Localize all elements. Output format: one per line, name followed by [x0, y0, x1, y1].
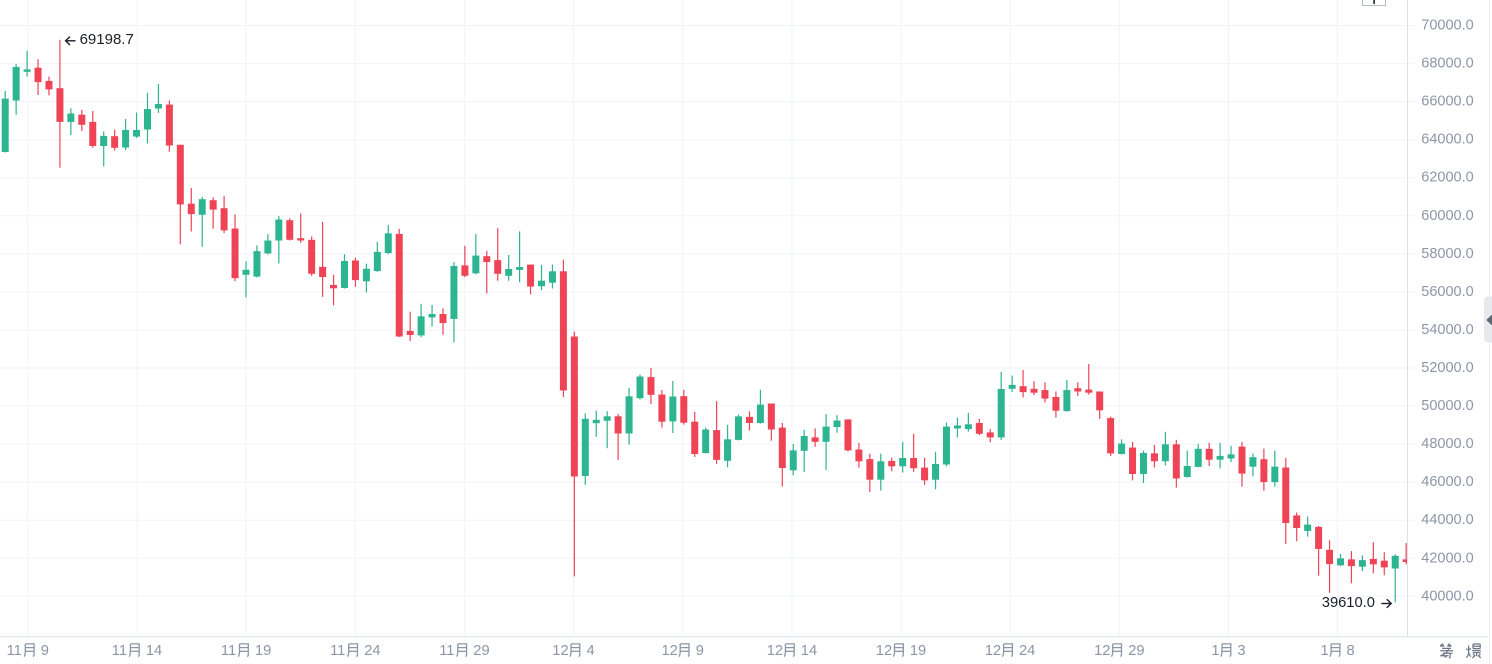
- svg-text:12: 12: [552, 643, 568, 659]
- svg-text:12: 12: [1094, 643, 1110, 659]
- svg-text:29: 29: [473, 643, 489, 659]
- svg-text:39610.0: 39610.0: [1322, 595, 1375, 611]
- svg-text:24: 24: [1019, 643, 1035, 659]
- svg-text:69198.7: 69198.7: [80, 31, 134, 48]
- svg-text:8: 8: [1347, 643, 1355, 659]
- svg-text:19: 19: [910, 643, 926, 659]
- svg-text:64000.0: 64000.0: [1421, 132, 1473, 148]
- svg-text:14: 14: [801, 643, 817, 659]
- svg-text:48000.0: 48000.0: [1421, 436, 1473, 452]
- svg-text:50000.0: 50000.0: [1421, 398, 1473, 414]
- svg-text:11: 11: [221, 643, 236, 659]
- svg-text:11: 11: [439, 643, 454, 659]
- svg-text:29: 29: [1128, 643, 1144, 659]
- svg-text:12: 12: [662, 643, 678, 659]
- svg-text:62000.0: 62000.0: [1421, 170, 1473, 186]
- svg-text:3: 3: [1237, 643, 1245, 659]
- svg-text:54000.0: 54000.0: [1421, 322, 1473, 338]
- svg-text:24: 24: [364, 643, 380, 659]
- svg-text:4: 4: [587, 643, 595, 659]
- svg-text:44000.0: 44000.0: [1421, 512, 1473, 528]
- svg-text:14: 14: [146, 643, 162, 659]
- svg-text:42000.0: 42000.0: [1421, 550, 1473, 566]
- svg-text:12: 12: [767, 643, 783, 659]
- svg-text:19: 19: [255, 643, 271, 659]
- svg-text:1: 1: [1321, 643, 1329, 659]
- svg-text:46000.0: 46000.0: [1421, 474, 1473, 490]
- svg-text:1: 1: [1211, 643, 1219, 659]
- svg-text:52000.0: 52000.0: [1421, 360, 1473, 376]
- svg-text:11: 11: [330, 643, 345, 659]
- svg-text:58000.0: 58000.0: [1421, 246, 1473, 262]
- svg-text:68000.0: 68000.0: [1421, 56, 1473, 72]
- svg-text:60000.0: 60000.0: [1421, 208, 1473, 224]
- svg-text:66000.0: 66000.0: [1421, 94, 1473, 110]
- svg-text:11: 11: [7, 643, 22, 659]
- svg-text:40000.0: 40000.0: [1421, 588, 1473, 604]
- svg-text:70000.0: 70000.0: [1421, 18, 1473, 34]
- svg-text:9: 9: [696, 643, 704, 659]
- svg-text:12: 12: [876, 643, 892, 659]
- svg-text:56000.0: 56000.0: [1421, 284, 1473, 300]
- svg-text:11: 11: [112, 643, 127, 659]
- svg-text:12: 12: [985, 643, 1001, 659]
- svg-text:9: 9: [41, 643, 49, 659]
